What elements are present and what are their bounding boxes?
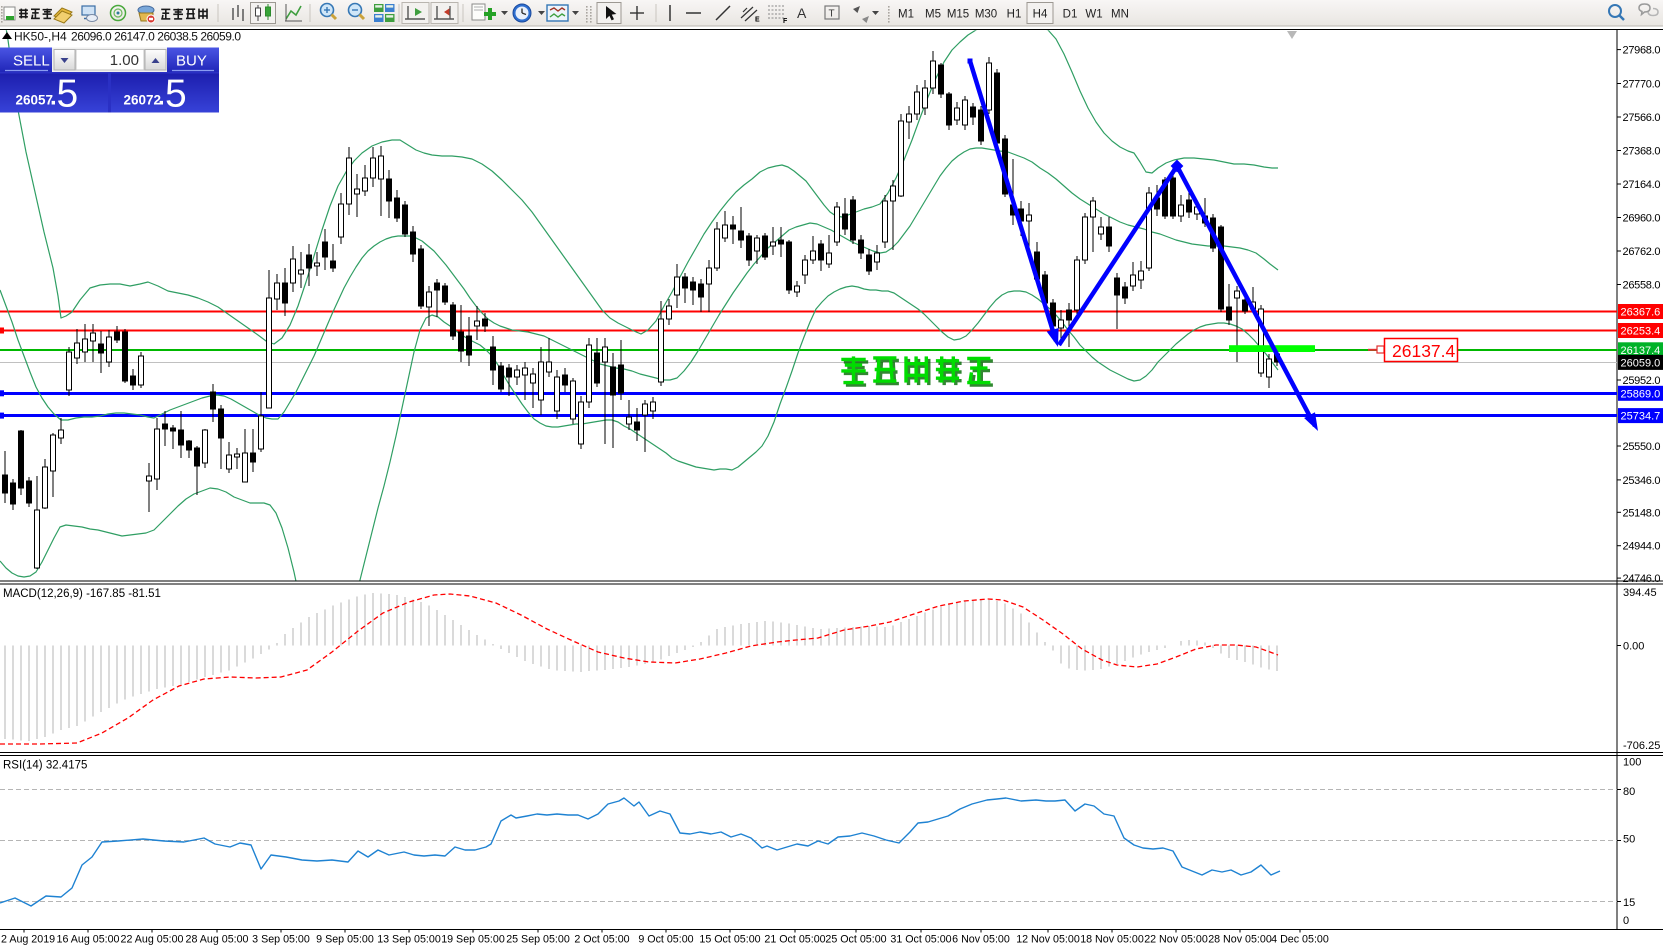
- svg-text:9 Sep 05:00: 9 Sep 05:00: [316, 934, 374, 946]
- svg-text:M15: M15: [947, 9, 969, 21]
- svg-text:6 Nov 05:00: 6 Nov 05:00: [952, 934, 1010, 946]
- svg-text:H1: H1: [1007, 9, 1022, 21]
- svg-text:.: .: [158, 84, 165, 111]
- svg-text:27968.0: 27968.0: [1623, 45, 1661, 57]
- svg-text:.: .: [50, 84, 57, 111]
- svg-text:27164.0: 27164.0: [1623, 179, 1661, 191]
- svg-text:19 Sep 05:00: 19 Sep 05:00: [441, 934, 505, 946]
- svg-text:2 Aug 2019: 2 Aug 2019: [1, 934, 55, 946]
- svg-text:27368.0: 27368.0: [1623, 146, 1661, 158]
- svg-text:-706.25: -706.25: [1623, 740, 1660, 752]
- svg-text:80: 80: [1623, 786, 1635, 798]
- svg-text:W1: W1: [1085, 9, 1102, 21]
- svg-text:12 Nov 05:00: 12 Nov 05:00: [1016, 934, 1080, 946]
- svg-text:25869.0: 25869.0: [1621, 388, 1661, 400]
- svg-text:4 Dec 05:00: 4 Dec 05:00: [1271, 934, 1329, 946]
- svg-text:25346.0: 25346.0: [1623, 475, 1661, 487]
- svg-text:9 Oct 05:00: 9 Oct 05:00: [638, 934, 693, 946]
- svg-text:21 Oct 05:00: 21 Oct 05:00: [764, 934, 825, 946]
- svg-text:25 Oct 05:00: 25 Oct 05:00: [825, 934, 886, 946]
- svg-text:27566.0: 27566.0: [1623, 112, 1661, 124]
- svg-text:26762.0: 26762.0: [1623, 246, 1661, 258]
- svg-text:394.45: 394.45: [1623, 587, 1657, 599]
- svg-text:22 Nov 05:00: 22 Nov 05:00: [1144, 934, 1208, 946]
- svg-text:27770.0: 27770.0: [1623, 79, 1661, 91]
- svg-text:26367.6: 26367.6: [1621, 307, 1661, 319]
- svg-text:26059.0: 26059.0: [1621, 357, 1661, 369]
- svg-text:22 Aug 05:00: 22 Aug 05:00: [121, 934, 184, 946]
- svg-text:26253.4: 26253.4: [1621, 326, 1661, 338]
- svg-text:H4: H4: [1033, 9, 1048, 21]
- svg-text:25550.0: 25550.0: [1623, 441, 1661, 453]
- svg-text:13 Sep 05:00: 13 Sep 05:00: [377, 934, 441, 946]
- svg-text:T: T: [829, 9, 835, 20]
- svg-text:RSI(14) 32.4175: RSI(14) 32.4175: [3, 760, 87, 772]
- svg-text:25952.0: 25952.0: [1623, 375, 1661, 387]
- svg-text:24944.0: 24944.0: [1623, 541, 1661, 553]
- svg-text:1.00: 1.00: [110, 52, 139, 69]
- svg-text:25 Sep 05:00: 25 Sep 05:00: [506, 934, 570, 946]
- svg-text:0.00: 0.00: [1623, 641, 1644, 653]
- svg-text:18 Nov 05:00: 18 Nov 05:00: [1080, 934, 1144, 946]
- svg-text:BUY: BUY: [176, 53, 207, 70]
- svg-text:M5: M5: [925, 9, 941, 21]
- svg-text:2 Oct 05:00: 2 Oct 05:00: [574, 934, 629, 946]
- svg-text:100: 100: [1623, 757, 1641, 769]
- svg-text:MACD(12,26,9) -167.85 -81.51: MACD(12,26,9) -167.85 -81.51: [3, 588, 161, 600]
- svg-text:25734.7: 25734.7: [1621, 411, 1661, 423]
- svg-text:26096.0 26147.0 26038.5 26059.: 26096.0 26147.0 26038.5 26059.0: [71, 30, 241, 44]
- svg-text:M1: M1: [898, 9, 914, 21]
- svg-text:31 Oct 05:00: 31 Oct 05:00: [890, 934, 951, 946]
- svg-text:26137.4: 26137.4: [1621, 345, 1661, 357]
- svg-text:MN: MN: [1111, 9, 1129, 21]
- svg-text:26137.4: 26137.4: [1392, 341, 1456, 361]
- svg-text:0: 0: [1623, 915, 1629, 927]
- svg-text:16 Aug 05:00: 16 Aug 05:00: [57, 934, 120, 946]
- svg-text:28 Aug 05:00: 28 Aug 05:00: [186, 934, 249, 946]
- svg-text:A: A: [797, 5, 807, 21]
- svg-text:26072: 26072: [124, 93, 162, 108]
- svg-text:5: 5: [57, 73, 79, 116]
- svg-text:26558.0: 26558.0: [1623, 280, 1661, 292]
- svg-text:15 Oct 05:00: 15 Oct 05:00: [699, 934, 760, 946]
- svg-text:M30: M30: [975, 9, 997, 21]
- svg-text:26057: 26057: [16, 93, 54, 108]
- svg-text:HK50-,H4: HK50-,H4: [14, 30, 67, 44]
- svg-text:5: 5: [165, 73, 187, 116]
- svg-text:E: E: [755, 17, 760, 24]
- svg-text:15: 15: [1623, 897, 1635, 909]
- svg-text:24746.0: 24746.0: [1623, 573, 1661, 585]
- svg-text:D1: D1: [1063, 9, 1078, 21]
- svg-text:28 Nov 05:00: 28 Nov 05:00: [1208, 934, 1272, 946]
- svg-text:50: 50: [1623, 834, 1635, 846]
- svg-text:26960.0: 26960.0: [1623, 213, 1661, 225]
- svg-text:F: F: [783, 18, 788, 25]
- svg-text:25148.0: 25148.0: [1623, 507, 1661, 519]
- svg-text:SELL: SELL: [13, 53, 50, 70]
- svg-text:3 Sep 05:00: 3 Sep 05:00: [252, 934, 310, 946]
